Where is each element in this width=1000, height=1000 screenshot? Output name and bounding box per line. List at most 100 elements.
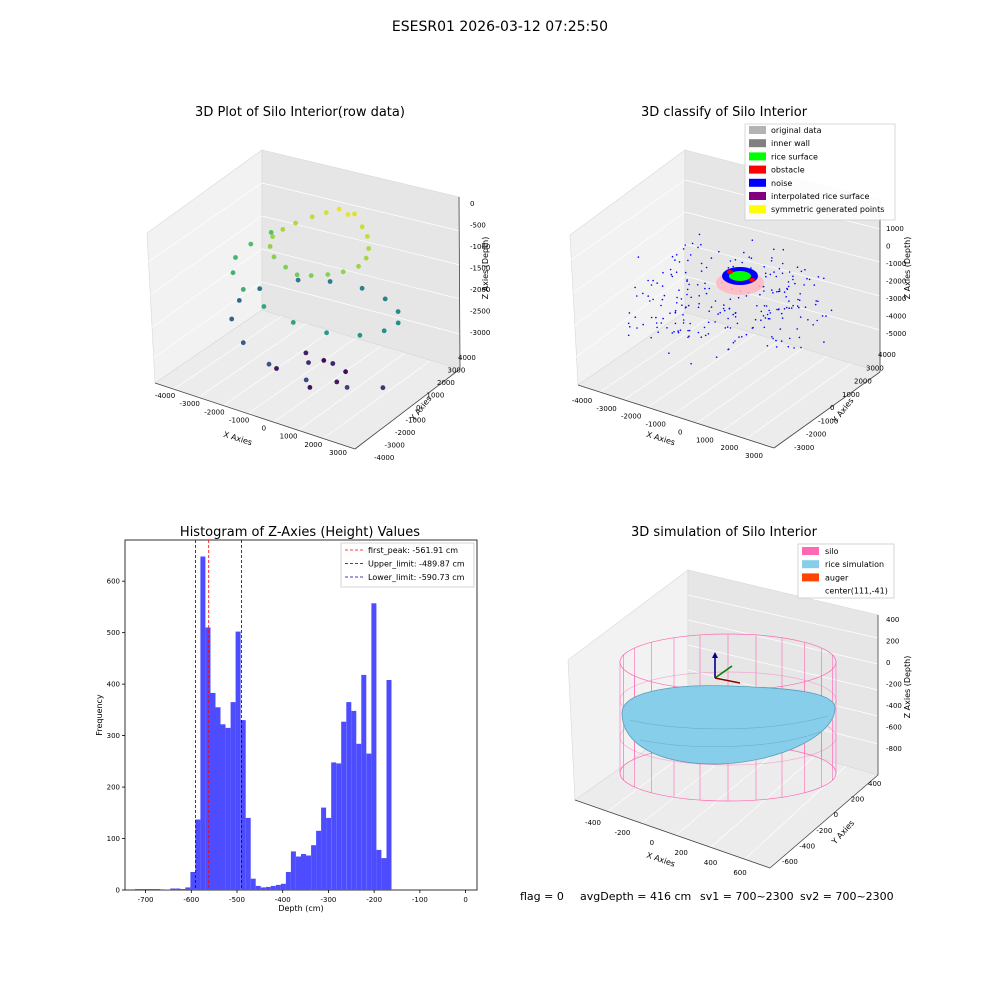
histogram-bar <box>180 889 186 890</box>
raw-point <box>381 328 387 334</box>
raw-point <box>308 273 314 278</box>
noise-point <box>764 272 767 275</box>
noise-point <box>817 276 820 278</box>
noise-point <box>704 334 707 337</box>
noise-point <box>777 308 780 311</box>
noise-point <box>647 279 649 282</box>
noise-point <box>729 327 732 329</box>
noise-point <box>676 296 678 299</box>
noise-point <box>734 340 736 342</box>
noise-point <box>698 295 700 297</box>
classify-y-tick: -3000 <box>794 444 814 452</box>
raw-point <box>295 277 301 283</box>
panel-classify-title: 3D classify of Silo Interior <box>641 105 808 120</box>
noise-point <box>754 318 757 321</box>
raw-point <box>366 246 372 251</box>
noise-point <box>684 244 686 246</box>
noise-point <box>690 362 692 365</box>
raw-point <box>230 270 236 276</box>
histogram-bar <box>351 710 357 890</box>
histogram-bar <box>356 743 362 890</box>
noise-point <box>769 273 772 276</box>
noise-point <box>808 278 811 281</box>
histogram-bar <box>195 819 201 890</box>
histogram-bar <box>331 762 337 890</box>
histogram-y-tick: 200 <box>107 784 120 792</box>
histogram-bar <box>336 763 342 890</box>
noise-point <box>763 290 765 292</box>
histogram-y-tick: 500 <box>107 629 120 637</box>
noise-point <box>703 326 706 329</box>
classify-legend-swatch <box>749 192 766 200</box>
histogram-y-label: Frequency <box>95 694 104 736</box>
noise-point <box>771 289 773 291</box>
noise-point <box>782 248 785 251</box>
noise-point <box>677 331 680 334</box>
noise-point <box>804 306 807 309</box>
noise-point <box>715 356 718 359</box>
histogram-legend-label: Upper_limit: -489.87 cm <box>368 560 465 569</box>
simulation-z-tick: 400 <box>886 616 899 624</box>
noise-point <box>705 266 708 269</box>
raw-point <box>395 309 401 314</box>
noise-point <box>745 295 748 297</box>
figure-title: ESESR01 2026-03-12 07:25:50 <box>392 19 608 35</box>
noise-point <box>777 290 780 293</box>
noise-point <box>722 307 725 310</box>
noise-point <box>714 300 717 302</box>
noise-point <box>662 317 664 320</box>
raw-point <box>359 285 365 291</box>
raw-point <box>345 212 351 217</box>
classify-z-label: Z Axies (Depth) <box>903 237 912 300</box>
noise-point <box>729 298 732 301</box>
noise-point <box>637 256 640 258</box>
simulation-z-tick: -600 <box>886 724 902 732</box>
classify-legend-swatch <box>749 152 766 161</box>
noise-point <box>710 306 713 308</box>
raw-point <box>365 234 370 239</box>
raw-point <box>363 255 369 261</box>
classify-x-label: X Axies <box>645 430 676 447</box>
raw-pane-floor <box>146 149 461 450</box>
histogram-bar <box>155 889 161 890</box>
noise-point <box>656 282 658 284</box>
classify-x-tick: -1000 <box>646 421 666 429</box>
noise-point <box>687 304 690 307</box>
simulation-legend-swatch <box>802 560 819 569</box>
simulation-y-tick: 400 <box>868 780 881 788</box>
simulation-z-tick: 200 <box>886 638 899 646</box>
classify-legend-label: symmetric generated points <box>771 205 884 214</box>
classify-legend-swatch <box>749 178 766 187</box>
raw-y-tick: -1000 <box>406 417 426 425</box>
status-flag: flag = 0 <box>520 890 564 903</box>
noise-point <box>776 291 778 293</box>
raw-x-label: X Axies <box>222 430 253 447</box>
noise-point <box>798 299 801 302</box>
noise-point <box>670 273 673 276</box>
histogram-bar <box>270 885 276 890</box>
noise-point <box>816 319 818 322</box>
noise-point <box>688 283 690 286</box>
classify-tick-labels: -4000 -3000 -2000 -1000 0 1000 2000 3000 -3000 -2… <box>572 225 907 460</box>
classify-legend-swatch <box>749 126 766 134</box>
noise-point <box>785 296 787 298</box>
raw-z-tick: -500 <box>470 222 486 230</box>
noise-point <box>767 317 770 320</box>
noise-point <box>674 259 676 261</box>
noise-point <box>792 275 794 278</box>
histogram-bar <box>205 627 211 890</box>
raw-point <box>293 220 298 226</box>
panel-simulation: 3D simulation of Silo Interior <box>567 525 912 877</box>
raw-point <box>290 320 296 325</box>
simulation-z-tick: -200 <box>886 681 902 689</box>
classify-x-tick: -3000 <box>596 405 616 413</box>
histogram-x-tick: -300 <box>320 896 336 904</box>
noise-point <box>671 255 674 258</box>
noise-point <box>718 250 720 253</box>
noise-point <box>775 275 778 278</box>
raw-point <box>233 255 238 260</box>
noise-point <box>737 296 740 299</box>
noise-point <box>634 286 636 289</box>
raw-point <box>240 340 246 346</box>
panel-classify: 3D classify of Silo Interior <box>569 105 912 460</box>
